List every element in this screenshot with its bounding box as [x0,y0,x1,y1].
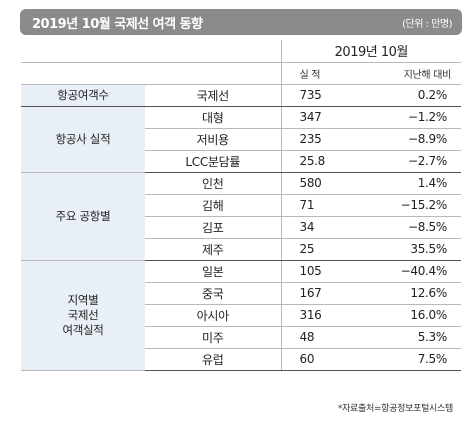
source-note: *자료출처=항공정보포털시스템 [337,404,453,414]
row-label: LCC분담률 [145,150,281,173]
table-body: 2019년 10월 실 적 지난해 대비 항공여객수 국제선 735 0.2% 항공사 … [21,40,461,371]
table-row: 주요 공항별 인천 580 1.4% [21,172,461,261]
table-row: 유럽 60 7.5% [21,348,461,371]
row-yoy: 1.4% [363,172,461,195]
table-row: 김해 71 −15.2% [21,194,461,217]
unit-label: (단위 : 만명) [402,18,452,30]
row-yoy: −8.9% [363,128,461,151]
row-yoy: −2.7% [363,150,461,173]
table-row: 항공사 실적 대형 347 −1.2% [21,106,461,173]
row-value: 735 [280,84,363,107]
row-yoy: 35.5% [363,238,461,261]
row-label: 아시아 [145,304,281,327]
title-bar: 2019년 10월 국제선 여객 동향 (단위 : 만명) [20,9,462,35]
category-cell: 항공여객수 [21,84,145,107]
row-yoy: 16.0% [363,304,461,327]
row-label: 대형 [145,106,281,129]
category-cell: 지역별 국제선 여객실적 [21,260,145,371]
header-value: 실 적 [280,62,363,85]
category-cell: 항공사 실적 [21,106,145,173]
row-label: 일본 [145,260,281,283]
row-label: 김포 [145,216,281,239]
row-value: 316 [280,304,363,327]
row-value: 25 [280,238,363,261]
row-value: 25.8 [280,150,363,173]
row-yoy: 12.6% [363,282,461,305]
row-label: 제주 [145,238,281,261]
row-value: 48 [280,326,363,349]
row-label: 김해 [145,194,281,217]
table-row: 지역별 국제선 여객실적 일본 105 −40.4% [21,260,461,371]
header-row-period: 2019년 10월 [21,40,461,63]
row-value: 105 [280,260,363,283]
row-label: 인천 [145,172,281,195]
row-value: 580 [280,172,363,195]
table-row: 제주 25 35.5% [21,238,461,261]
header-blank [21,40,281,63]
row-value: 34 [280,216,363,239]
table-row: 김포 34 −8.5% [21,216,461,239]
row-yoy: −1.2% [363,106,461,129]
header-yoy: 지난해 대비 [363,62,461,85]
row-yoy: −15.2% [363,194,461,217]
table-title: 2019년 10월 국제선 여객 동향 [32,16,203,32]
row-value: 60 [280,348,363,371]
row-yoy: 7.5% [363,348,461,371]
category-cell: 주요 공항별 [21,172,145,261]
table-row: 미주 48 5.3% [21,326,461,349]
header-period: 2019년 10월 [280,40,461,63]
row-value: 235 [280,128,363,151]
table-row: 중국 167 12.6% [21,282,461,305]
table-row: 아시아 316 16.0% [21,304,461,327]
row-label: 국제선 [145,84,281,107]
table-row: 항공여객수 국제선 735 0.2% [21,84,461,107]
table-row: LCC분담률 25.8 −2.7% [21,150,461,173]
row-value: 71 [280,194,363,217]
row-yoy: −8.5% [363,216,461,239]
row-label: 저비용 [145,128,281,151]
row-yoy: −40.4% [363,260,461,283]
table-row: 저비용 235 −8.9% [21,128,461,151]
header-blank [21,62,281,85]
header-row-columns: 실 적 지난해 대비 [21,62,461,85]
row-label: 미주 [145,326,281,349]
row-yoy: 0.2% [363,84,461,107]
row-label: 중국 [145,282,281,305]
row-label: 유럽 [145,348,281,371]
row-value: 167 [280,282,363,305]
row-value: 347 [280,106,363,129]
statistics-table: 2019년 10월 실 적 지난해 대비 항공여객수 국제선 735 0.2% 항공사 … [21,40,461,371]
row-yoy: 5.3% [363,326,461,349]
